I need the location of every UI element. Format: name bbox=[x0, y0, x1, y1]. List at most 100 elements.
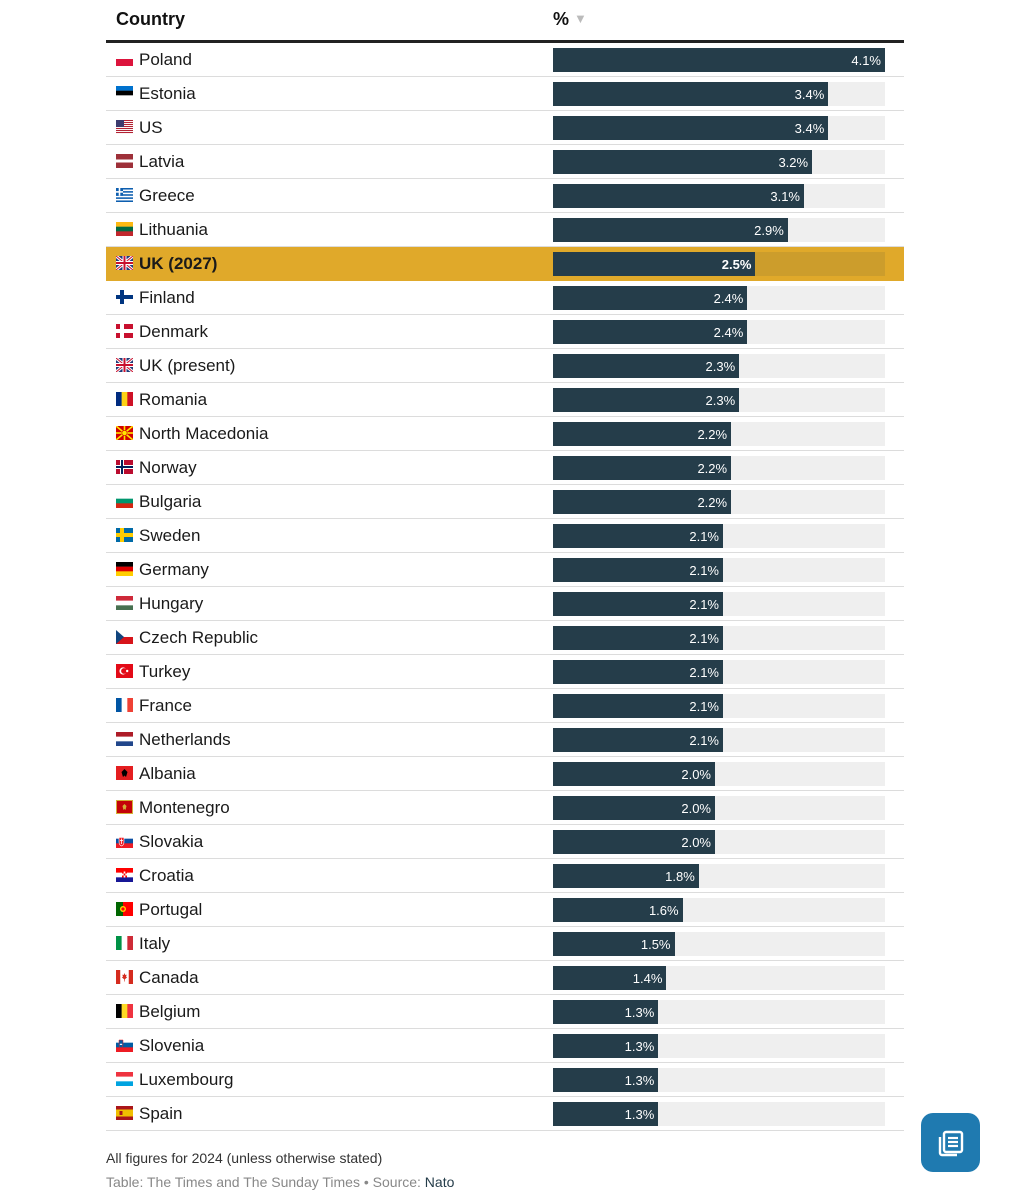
bar: 2.1% bbox=[553, 558, 723, 582]
bar-track: 1.4% bbox=[553, 966, 885, 990]
data-label: 2.2% bbox=[697, 427, 728, 442]
country-name: Germany bbox=[139, 560, 209, 579]
norway-flag-icon bbox=[116, 460, 133, 474]
article-list-button[interactable] bbox=[921, 1113, 980, 1172]
source-link[interactable]: Nato bbox=[424, 1174, 455, 1190]
table-credit: Table: The Times and The Sunday Times bbox=[106, 1174, 360, 1190]
country-name: US bbox=[139, 118, 163, 137]
bar: 2.4% bbox=[553, 286, 748, 310]
country-name: Bulgaria bbox=[139, 492, 202, 511]
table-row: North Macedonia 2.2% bbox=[106, 417, 904, 451]
data-label: 1.3% bbox=[624, 1073, 655, 1088]
data-label: 2.1% bbox=[689, 733, 719, 748]
bar-track: 2.1% bbox=[553, 558, 885, 582]
country-name: Sweden bbox=[139, 526, 201, 545]
bar: 1.8% bbox=[553, 864, 699, 888]
data-label: 1.4% bbox=[632, 971, 663, 986]
bar-track: 1.3% bbox=[553, 1034, 885, 1058]
bar-track: 2.3% bbox=[553, 354, 885, 378]
table-row: Czech Republic 2.1% bbox=[106, 621, 904, 655]
bar: 2.2% bbox=[553, 490, 732, 514]
poland-flag-icon bbox=[116, 52, 133, 66]
data-label: 1.6% bbox=[648, 903, 679, 918]
country-name: Luxembourg bbox=[139, 1070, 234, 1089]
country-name: Slovakia bbox=[139, 832, 204, 851]
bar-track: 2.1% bbox=[553, 524, 885, 548]
luxembourg-flag-icon bbox=[116, 1072, 133, 1086]
bar: 1.3% bbox=[553, 1034, 659, 1058]
bar-track: 3.2% bbox=[553, 150, 885, 174]
country-name: Montenegro bbox=[139, 798, 230, 817]
bar: 3.4% bbox=[553, 116, 829, 140]
country-name: North Macedonia bbox=[139, 424, 269, 443]
bar: 1.5% bbox=[553, 932, 675, 956]
column-header-percent[interactable]: % ▼ bbox=[553, 9, 587, 29]
data-label: 2.4% bbox=[713, 325, 744, 340]
bar: 2.1% bbox=[553, 524, 723, 548]
data-label: 3.4% bbox=[794, 87, 825, 102]
table-row: France 2.1% bbox=[106, 689, 904, 723]
data-label: 2.3% bbox=[705, 393, 736, 408]
table-row: US 3.4% bbox=[106, 111, 904, 145]
table-row: Spain 1.3% bbox=[106, 1097, 904, 1131]
bar-track: 2.1% bbox=[553, 592, 885, 616]
data-label: 2.1% bbox=[689, 665, 719, 680]
data-label: 2.3% bbox=[705, 359, 736, 374]
bar-track: 2.3% bbox=[553, 388, 885, 412]
country-name: Croatia bbox=[139, 866, 194, 885]
country-name: Estonia bbox=[139, 84, 196, 103]
bar-track: 2.1% bbox=[553, 660, 885, 684]
bar-track: 3.1% bbox=[553, 184, 885, 208]
bar-track: 1.5% bbox=[553, 932, 885, 956]
table-body: Poland 4.1% Estonia 3.4% US 3.4% Latvia 3.2% Gre… bbox=[106, 43, 904, 1131]
bar: 2.0% bbox=[553, 830, 715, 854]
finland-flag-icon bbox=[116, 290, 133, 304]
country-name: Canada bbox=[139, 968, 199, 987]
sort-triangle-icon[interactable]: ▼ bbox=[574, 11, 587, 26]
bar-track: 4.1% bbox=[553, 48, 885, 72]
table-row: Poland 4.1% bbox=[106, 43, 904, 77]
romania-flag-icon bbox=[116, 392, 133, 406]
country-name: Slovenia bbox=[139, 1036, 205, 1055]
bar-track: 2.9% bbox=[553, 218, 885, 242]
bar: 3.2% bbox=[553, 150, 813, 174]
bar-track: 1.3% bbox=[553, 1102, 885, 1126]
country-name: Albania bbox=[139, 764, 196, 783]
country-name: Czech Republic bbox=[139, 628, 259, 647]
bar: 2.2% bbox=[553, 456, 732, 480]
data-label: 2.1% bbox=[689, 699, 719, 714]
table-row: Turkey 2.1% bbox=[106, 655, 904, 689]
belgium-flag-icon bbox=[116, 1004, 133, 1018]
table-row: Montenegro 2.0% bbox=[106, 791, 904, 825]
bar: 2.3% bbox=[553, 388, 740, 412]
data-label: 2.0% bbox=[681, 767, 711, 782]
bar-track: 2.0% bbox=[553, 830, 885, 854]
slovakia-flag-icon bbox=[116, 834, 133, 848]
data-label: 3.1% bbox=[770, 189, 800, 204]
bar: 1.3% bbox=[553, 1102, 659, 1126]
article-list-icon bbox=[938, 1130, 963, 1156]
bar: 2.1% bbox=[553, 694, 723, 718]
latvia-flag-icon bbox=[116, 154, 133, 168]
italy-flag-icon bbox=[116, 936, 133, 950]
bar: 2.5% bbox=[553, 252, 756, 276]
bar-track: 2.2% bbox=[553, 490, 885, 514]
data-label: 2.5% bbox=[721, 257, 752, 272]
data-label: 2.4% bbox=[713, 291, 744, 306]
spain-flag-icon bbox=[116, 1106, 133, 1120]
lithuania-flag-icon bbox=[116, 222, 133, 236]
column-header-country[interactable]: Country bbox=[116, 9, 185, 29]
country-name: Denmark bbox=[139, 322, 208, 341]
bar: 1.4% bbox=[553, 966, 667, 990]
bar-track: 3.4% bbox=[553, 82, 885, 106]
germany-flag-icon bbox=[116, 562, 133, 576]
bar: 2.0% bbox=[553, 796, 715, 820]
bar: 2.0% bbox=[553, 762, 715, 786]
bar-track: 2.4% bbox=[553, 286, 885, 310]
greece-flag-icon bbox=[116, 188, 133, 202]
north-macedonia-flag-icon bbox=[116, 426, 133, 440]
bar-track: 2.5% bbox=[553, 252, 885, 276]
table-row: Greece 3.1% bbox=[106, 179, 904, 213]
bar-track: 2.2% bbox=[553, 422, 885, 446]
country-name: Netherlands bbox=[139, 730, 231, 749]
